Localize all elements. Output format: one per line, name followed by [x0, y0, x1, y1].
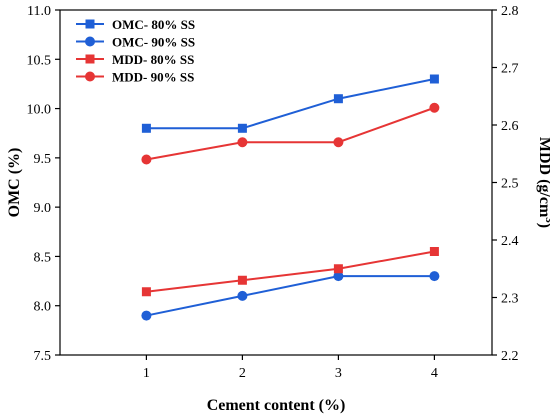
series-1: [141, 74, 439, 133]
ticks: 7.5 8.0 8.5 9.0 9.5 10.0 10.5 11.0 2.2 2.3 2.4 2.5 2…: [27, 4, 519, 381]
right-y-axis-title-sup: 3: [543, 217, 550, 223]
data-point: [237, 290, 248, 301]
series-layer: [141, 74, 440, 321]
data-point: [333, 264, 343, 274]
x-axis-title: Cement content (%): [207, 397, 346, 414]
data-point: [237, 137, 248, 148]
left-tick-label: 7.5: [34, 349, 52, 364]
left-tick-label: 10.0: [27, 103, 52, 118]
series-line: [146, 78, 435, 130]
x-tick-label: 4: [431, 366, 438, 381]
series-line: [146, 106, 435, 161]
data-point: [429, 271, 440, 282]
left-tick-label: 8.5: [34, 250, 52, 265]
data-point: [333, 94, 343, 104]
left-tick-label: 11.0: [27, 4, 51, 19]
data-point: [141, 310, 152, 321]
legend-marker: [85, 54, 95, 64]
right-y-axis-title: MDD (g/cm3): [536, 137, 550, 228]
data-point: [429, 102, 440, 113]
data-point: [141, 123, 151, 133]
legend-label: MDD- 80% SS: [112, 52, 194, 67]
data-point: [429, 74, 439, 84]
legend-item: OMC- 80% SS: [76, 17, 195, 32]
legend-label: OMC- 80% SS: [112, 17, 195, 32]
data-point: [429, 247, 439, 256]
data-point: [333, 271, 344, 282]
left-y-axis-title: OMC (%): [6, 148, 23, 218]
right-tick-label: 2.8: [501, 4, 519, 19]
legend-marker: [85, 19, 95, 29]
left-tick-label: 8.0: [34, 300, 52, 315]
right-tick-label: 2.6: [501, 119, 519, 134]
right-y-axis-title-base: MDD (g/cm: [536, 137, 550, 218]
series-4: [141, 102, 440, 165]
legend-item: OMC- 90% SS: [76, 35, 195, 50]
right-tick-label: 2.7: [501, 62, 519, 77]
data-point: [333, 137, 344, 148]
right-tick-label: 2.3: [501, 292, 519, 307]
x-tick-label: 3: [335, 366, 342, 381]
legend-label: OMC- 90% SS: [112, 35, 195, 50]
left-tick-label: 9.5: [34, 152, 52, 167]
right-tick-label: 2.4: [501, 234, 519, 249]
data-point: [141, 287, 151, 297]
legend-marker: [85, 71, 95, 82]
right-tick-label: 2.5: [501, 177, 519, 192]
right-tick-label: 2.2: [501, 349, 519, 364]
series-2: [141, 271, 440, 321]
data-point: [141, 154, 152, 165]
legend-item: MDD- 90% SS: [76, 70, 194, 85]
x-tick-label: 2: [239, 366, 246, 381]
data-point: [237, 123, 247, 133]
data-point: [237, 275, 247, 285]
legend-label: MDD- 90% SS: [112, 70, 194, 85]
series-3: [141, 247, 439, 297]
right-y-axis-title-close: ): [536, 223, 550, 228]
legend-item: MDD- 80% SS: [76, 52, 194, 67]
series-line: [146, 275, 435, 317]
x-tick-label: 1: [143, 366, 150, 381]
series-line: [146, 250, 435, 293]
legend: OMC- 80% SS OMC- 90% SS MDD- 80% SS MDD- 90…: [76, 17, 195, 85]
left-tick-label: 10.5: [27, 53, 52, 68]
left-tick-label: 9.0: [34, 201, 52, 216]
legend-marker: [85, 36, 95, 47]
